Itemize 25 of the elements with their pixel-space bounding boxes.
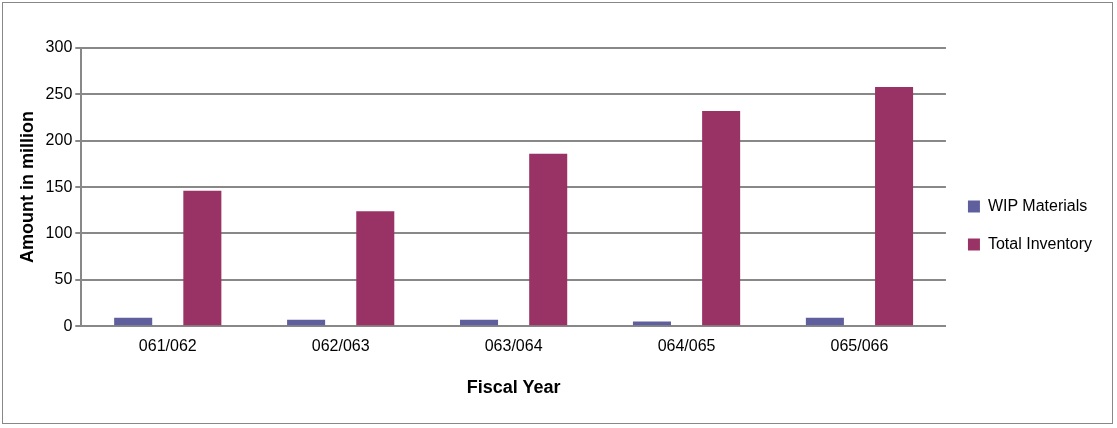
- legend-label: WIP Materials: [987, 196, 1088, 214]
- y-axis-title: Amount in million: [16, 111, 37, 264]
- y-tick-label: 100: [45, 223, 73, 241]
- bar: [356, 211, 395, 326]
- bar: [875, 86, 914, 326]
- legend-label: Total Inventory: [987, 234, 1093, 252]
- y-tick-label: 0: [63, 316, 73, 334]
- y-tick-label: 50: [54, 270, 73, 288]
- y-tick-label: 200: [45, 131, 73, 149]
- y-tick-label: 300: [45, 38, 73, 56]
- x-tick-label: 064/065: [657, 337, 716, 355]
- x-tick-label: 062/063: [311, 337, 370, 355]
- y-tick-label: 150: [45, 177, 73, 195]
- x-tick-label: 065/066: [830, 337, 889, 355]
- bar: [460, 319, 499, 326]
- bar: [287, 319, 326, 326]
- x-tick-label: 063/064: [484, 337, 543, 355]
- bar: [529, 153, 568, 326]
- bar: [702, 111, 741, 326]
- bar: [114, 317, 153, 326]
- x-tick-label: 061/062: [138, 337, 197, 355]
- x-axis-title: Fiscal Year: [466, 377, 561, 398]
- y-tick-label: 250: [45, 84, 73, 102]
- bar: [183, 190, 222, 326]
- bar: [805, 317, 844, 326]
